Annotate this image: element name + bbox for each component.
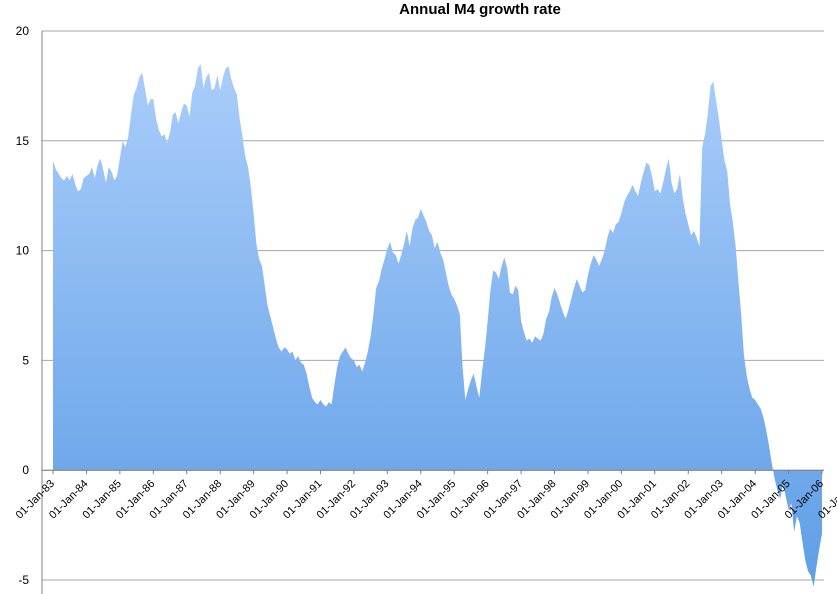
y-tick-label: 20 bbox=[16, 24, 30, 38]
series-area bbox=[53, 63, 822, 587]
y-tick-labels: 20 15 10 5 0 -5 bbox=[16, 24, 30, 587]
y-tick-label: 0 bbox=[22, 463, 29, 477]
series-area-group bbox=[53, 63, 822, 587]
y-tick-label: 5 bbox=[22, 353, 29, 367]
y-tick-label: 15 bbox=[16, 134, 30, 148]
y-tick-label: -5 bbox=[18, 573, 29, 587]
axes bbox=[41, 31, 824, 594]
y-tick-label: 10 bbox=[16, 244, 30, 258]
x-tick-labels: 01-Jan-8301-Jan-8401-Jan-8501-Jan-8601-J… bbox=[14, 470, 837, 521]
chart-title: Annual M4 growth rate bbox=[399, 1, 561, 18]
